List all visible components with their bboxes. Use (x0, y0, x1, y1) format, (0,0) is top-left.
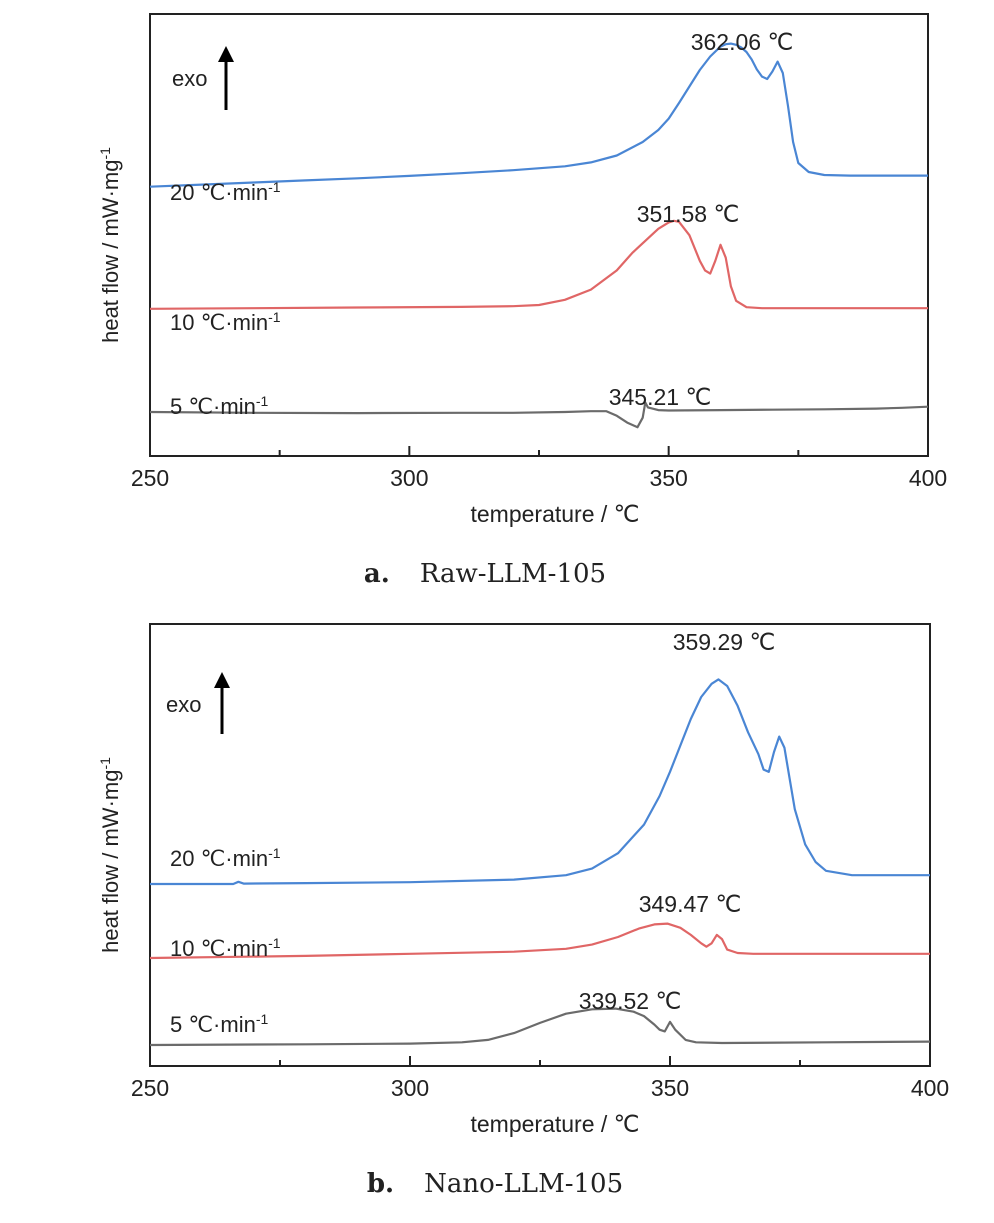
series-line (149, 219, 928, 310)
series-label: 10 ℃·min-1 (170, 935, 281, 961)
y-axis-label: heat flow / mW·mg-1 (97, 147, 123, 343)
exo-label: exo (166, 692, 201, 717)
labels-layer: 20 ℃·min-1 362.06 ℃ 10 ℃·min-1 351.58 ℃ 5 ℃·… (170, 29, 793, 419)
x-tick-label: 400 (911, 1075, 949, 1101)
y-axis-label: heat flow / mW·mg-1 (97, 757, 123, 953)
caption: a. Raw-LLM-105 (364, 559, 606, 589)
series-line (149, 401, 929, 429)
peak-label: 362.06 ℃ (691, 29, 794, 55)
peak-label: 351.58 ℃ (637, 201, 740, 227)
peak-label: 349.47 ℃ (639, 891, 742, 917)
plot-frame (149, 13, 929, 457)
peak-label: 339.52 ℃ (579, 988, 682, 1014)
x-tick-label: 250 (131, 465, 169, 491)
x-tick-label: 300 (390, 465, 428, 491)
peak-label: 345.21 ℃ (609, 384, 712, 410)
series-label: 20 ℃·min-1 (170, 179, 281, 205)
panel-b: 250 300 350 400 20 ℃·min-1 359.29 ℃ 10 ℃·min-… (97, 623, 949, 1199)
exo-arrowhead-icon (214, 672, 230, 688)
series-line (149, 42, 928, 188)
x-axis-label: temperature / ℃ (470, 1111, 639, 1137)
series-line (149, 1007, 931, 1047)
panel-a: 250 300 350 400 20 ℃·min-1 362.06 ℃ 10 ℃·min-… (97, 13, 947, 589)
series-layer (149, 678, 931, 1047)
series-label: 5 ℃·min-1 (170, 1011, 269, 1037)
x-axis-label: temperature / ℃ (470, 501, 639, 527)
series-label: 5 ℃·min-1 (170, 393, 269, 419)
plot-frame (149, 623, 931, 1067)
x-tick-label: 300 (391, 1075, 429, 1101)
series-label: 10 ℃·min-1 (170, 309, 281, 335)
series-line (149, 922, 930, 960)
x-tick-label: 250 (131, 1075, 169, 1101)
series-layer (149, 42, 929, 429)
caption: b. Nano-LLM-105 (367, 1169, 623, 1199)
x-axis-ticks: 250 300 350 400 (131, 1056, 949, 1101)
x-tick-label: 350 (651, 1075, 689, 1101)
exo-arrowhead-icon (218, 46, 234, 62)
series-label: 20 ℃·min-1 (170, 845, 281, 871)
exo-label: exo (172, 66, 207, 91)
x-tick-label: 400 (909, 465, 947, 491)
x-axis-ticks: 250 300 350 400 (131, 446, 947, 491)
labels-layer: 20 ℃·min-1 359.29 ℃ 10 ℃·min-1 349.47 ℃ 5 ℃·… (170, 629, 775, 1037)
peak-label: 359.29 ℃ (673, 629, 776, 655)
series-line (150, 678, 930, 886)
x-tick-label: 350 (649, 465, 687, 491)
